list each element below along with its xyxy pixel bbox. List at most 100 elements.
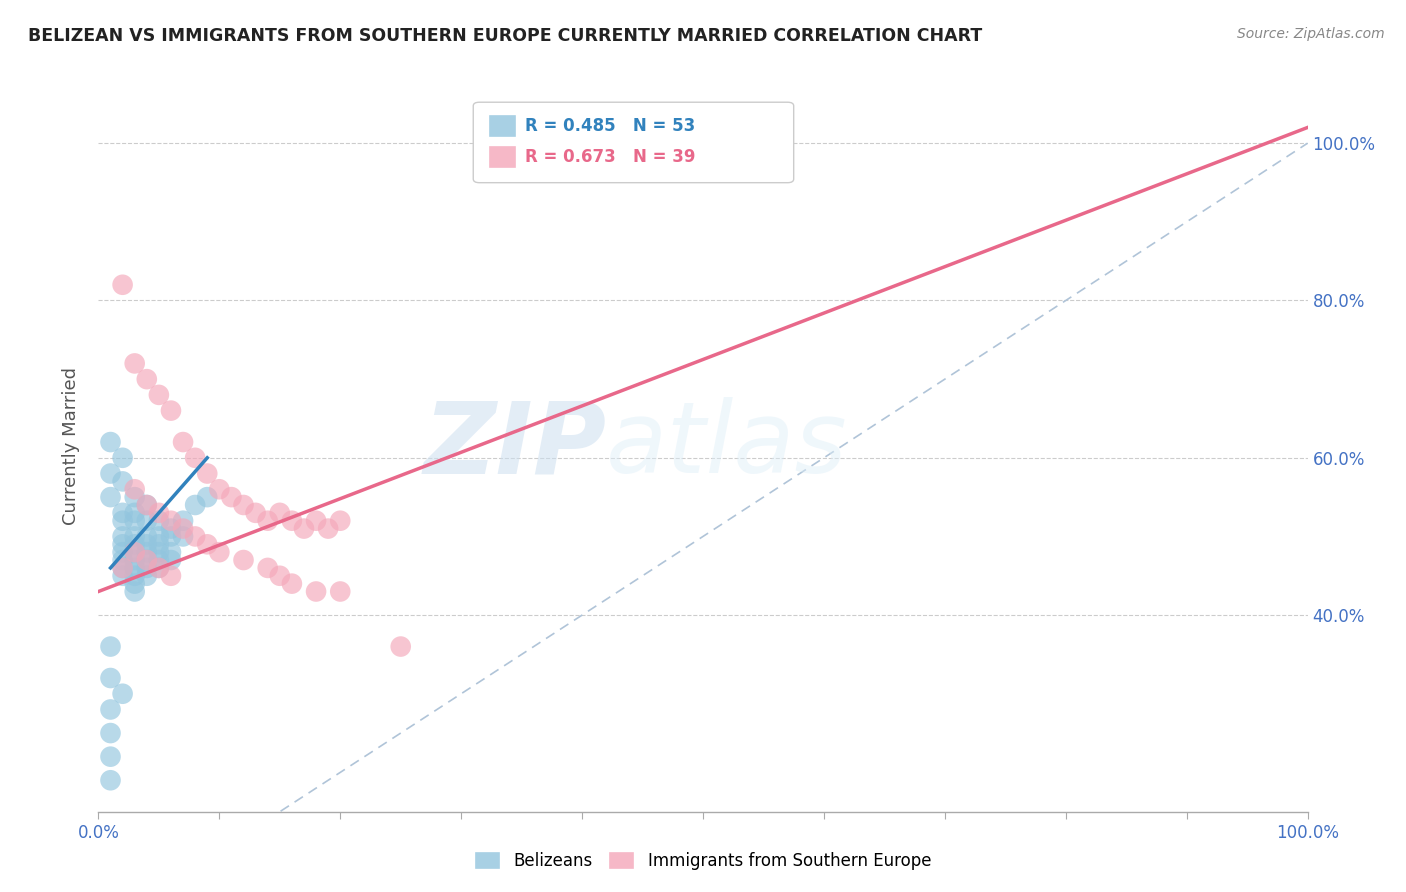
Point <box>195 490 218 504</box>
Y-axis label: Currently Married: Currently Married <box>62 367 80 525</box>
Point <box>100 702 122 716</box>
Point <box>172 514 194 528</box>
Point <box>184 498 207 512</box>
Point <box>148 561 170 575</box>
Text: R = 0.485   N = 53: R = 0.485 N = 53 <box>526 117 696 135</box>
Point <box>184 450 207 465</box>
Point <box>135 537 157 551</box>
Point <box>111 475 134 489</box>
Point <box>124 356 146 370</box>
Point <box>160 403 183 417</box>
Point <box>100 435 122 450</box>
Point <box>329 584 352 599</box>
Point <box>124 537 146 551</box>
Point <box>269 506 291 520</box>
Point <box>269 568 291 582</box>
Point <box>135 498 157 512</box>
Text: Source: ZipAtlas.com: Source: ZipAtlas.com <box>1237 27 1385 41</box>
Point <box>195 467 218 481</box>
Point <box>135 514 157 528</box>
Point <box>281 514 304 528</box>
Point <box>256 561 278 575</box>
Point <box>124 545 146 559</box>
Point <box>124 553 146 567</box>
Point <box>195 537 218 551</box>
Point <box>148 545 170 559</box>
Point <box>148 529 170 543</box>
Legend: Belizeans, Immigrants from Southern Europe: Belizeans, Immigrants from Southern Euro… <box>470 847 936 875</box>
Point <box>256 514 278 528</box>
Point <box>172 435 194 450</box>
Point <box>160 514 183 528</box>
Point <box>135 553 157 567</box>
Point <box>124 545 146 559</box>
Point <box>208 482 231 496</box>
Point <box>124 568 146 582</box>
Point <box>111 561 134 575</box>
Point <box>111 561 134 575</box>
Text: atlas: atlas <box>606 398 848 494</box>
FancyBboxPatch shape <box>474 103 793 183</box>
Point <box>148 388 170 402</box>
Point <box>100 490 122 504</box>
Point <box>184 529 207 543</box>
Point <box>160 545 183 559</box>
FancyBboxPatch shape <box>489 115 516 136</box>
Point <box>135 545 157 559</box>
Point <box>124 506 146 520</box>
Point <box>232 553 254 567</box>
Point <box>389 640 412 654</box>
Point <box>124 482 146 496</box>
Point <box>305 584 328 599</box>
Point <box>100 640 122 654</box>
Point <box>148 553 170 567</box>
Point <box>281 576 304 591</box>
Point <box>160 529 183 543</box>
Text: ZIP: ZIP <box>423 398 606 494</box>
Text: BELIZEAN VS IMMIGRANTS FROM SOUTHERN EUROPE CURRENTLY MARRIED CORRELATION CHART: BELIZEAN VS IMMIGRANTS FROM SOUTHERN EUR… <box>28 27 983 45</box>
Point <box>111 687 134 701</box>
Point <box>111 537 134 551</box>
Point <box>135 372 157 386</box>
Point <box>100 467 122 481</box>
Point <box>160 522 183 536</box>
Point <box>329 514 352 528</box>
Point <box>124 490 146 504</box>
Point <box>232 498 254 512</box>
Point <box>111 553 134 567</box>
Point <box>100 749 122 764</box>
Point <box>124 584 146 599</box>
Point <box>100 671 122 685</box>
Point <box>172 522 194 536</box>
Point <box>208 545 231 559</box>
Point <box>124 514 146 528</box>
Point <box>100 726 122 740</box>
Point <box>124 561 146 575</box>
Point <box>111 514 134 528</box>
Point <box>292 522 315 536</box>
Point <box>135 498 157 512</box>
FancyBboxPatch shape <box>489 146 516 168</box>
Point <box>135 553 157 567</box>
Point <box>172 529 194 543</box>
Point <box>100 773 122 788</box>
Point <box>245 506 267 520</box>
Point <box>111 545 134 559</box>
Point <box>111 506 134 520</box>
Point <box>135 529 157 543</box>
Point <box>111 529 134 543</box>
Point <box>124 529 146 543</box>
Point <box>160 553 183 567</box>
Point <box>111 277 134 292</box>
Point <box>221 490 243 504</box>
Point <box>111 568 134 582</box>
Point <box>148 514 170 528</box>
Point <box>316 522 339 536</box>
Point <box>124 576 146 591</box>
Point <box>135 568 157 582</box>
Point <box>111 450 134 465</box>
Point <box>160 568 183 582</box>
Point <box>305 514 328 528</box>
Point <box>148 506 170 520</box>
Text: R = 0.673   N = 39: R = 0.673 N = 39 <box>526 148 696 166</box>
